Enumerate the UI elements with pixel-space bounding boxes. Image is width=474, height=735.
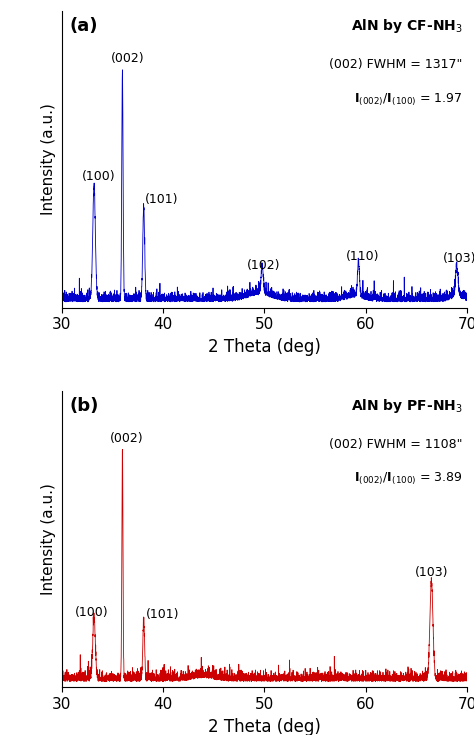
- Text: AlN by PF-NH$_3$: AlN by PF-NH$_3$: [351, 397, 463, 415]
- Text: (100): (100): [82, 170, 116, 183]
- X-axis label: 2 Theta (deg): 2 Theta (deg): [208, 717, 321, 735]
- Text: AlN by CF-NH$_3$: AlN by CF-NH$_3$: [351, 17, 463, 35]
- Y-axis label: Intensity (a.u.): Intensity (a.u.): [41, 104, 56, 215]
- Y-axis label: Intensity (a.u.): Intensity (a.u.): [41, 483, 56, 595]
- Text: (102): (102): [247, 259, 281, 272]
- Text: (002) FWHM = 1108": (002) FWHM = 1108": [329, 438, 463, 451]
- Text: (a): (a): [70, 17, 98, 35]
- Text: (002) FWHM = 1317": (002) FWHM = 1317": [329, 59, 463, 71]
- Text: (103): (103): [443, 252, 474, 265]
- Text: $\mathbf{I}_{(002)}$/$\mathbf{I}_{(100)}$ = 3.89: $\mathbf{I}_{(002)}$/$\mathbf{I}_{(100)}…: [355, 470, 463, 487]
- Text: (100): (100): [75, 606, 109, 619]
- Text: (002): (002): [110, 431, 144, 445]
- Text: $\mathbf{I}_{(002)}$/$\mathbf{I}_{(100)}$ = 1.97: $\mathbf{I}_{(002)}$/$\mathbf{I}_{(100)}…: [354, 91, 463, 107]
- Text: (110): (110): [346, 250, 380, 263]
- Text: (101): (101): [145, 193, 178, 207]
- X-axis label: 2 Theta (deg): 2 Theta (deg): [208, 338, 321, 356]
- Text: (b): (b): [70, 397, 99, 415]
- Text: (002): (002): [111, 52, 145, 65]
- Text: (103): (103): [415, 566, 449, 579]
- Text: (101): (101): [146, 609, 179, 621]
